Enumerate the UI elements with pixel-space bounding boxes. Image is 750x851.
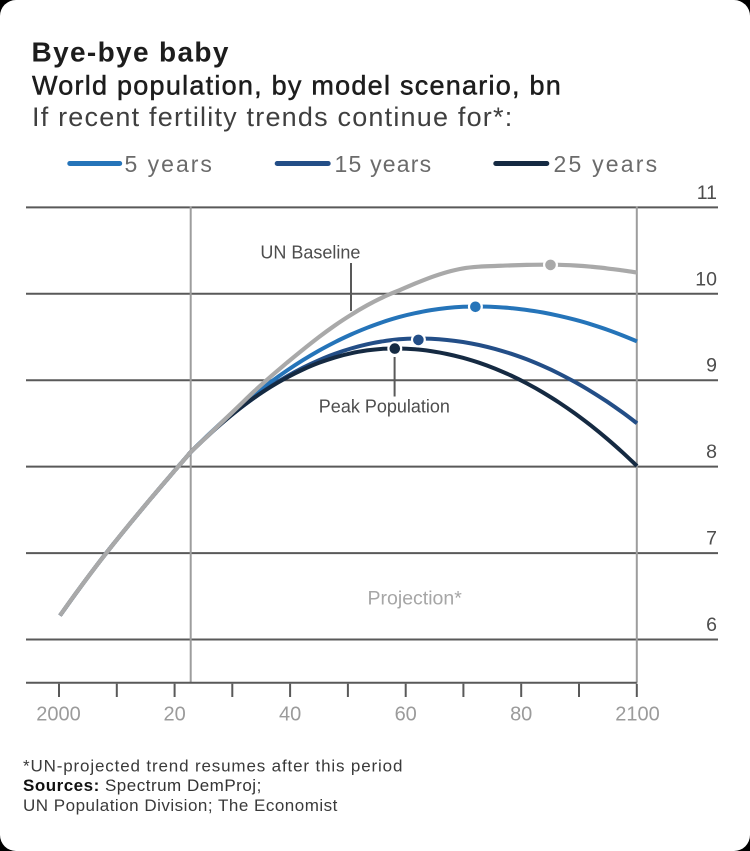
svg-text:40: 40 <box>279 704 301 726</box>
svg-text:15 years: 15 years <box>335 151 433 177</box>
svg-text:*UN-projected trend resumes af: *UN-projected trend resumes after this p… <box>23 757 403 776</box>
svg-text:9: 9 <box>706 355 717 377</box>
svg-text:60: 60 <box>395 704 417 726</box>
svg-text:UN Population Division; The Ec: UN Population Division; The Economist <box>23 796 338 815</box>
svg-text:80: 80 <box>510 704 532 726</box>
svg-text:11: 11 <box>697 182 717 204</box>
svg-text:7: 7 <box>706 528 717 550</box>
svg-text:20: 20 <box>163 704 185 726</box>
svg-text:UN Baseline: UN Baseline <box>260 242 360 262</box>
svg-text:Bye-bye baby: Bye-bye baby <box>32 37 230 68</box>
svg-text:6: 6 <box>706 614 717 636</box>
svg-text:2000: 2000 <box>36 704 81 726</box>
svg-text:Peak Population: Peak Population <box>319 397 450 417</box>
svg-text:World population, by model sce: World population, by model scenario, bn <box>32 71 562 101</box>
svg-text:10: 10 <box>695 268 717 290</box>
svg-text:5 years: 5 years <box>125 151 214 177</box>
svg-text:8: 8 <box>706 441 717 463</box>
svg-text:Projection*: Projection* <box>368 588 463 610</box>
svg-text:If recent fertility trends con: If recent fertility trends continue for*… <box>32 102 513 132</box>
svg-text:25 years: 25 years <box>554 151 660 177</box>
svg-text:Sources: Spectrum DemProj;: Sources: Spectrum DemProj; <box>23 776 262 795</box>
svg-text:2100: 2100 <box>615 704 660 726</box>
